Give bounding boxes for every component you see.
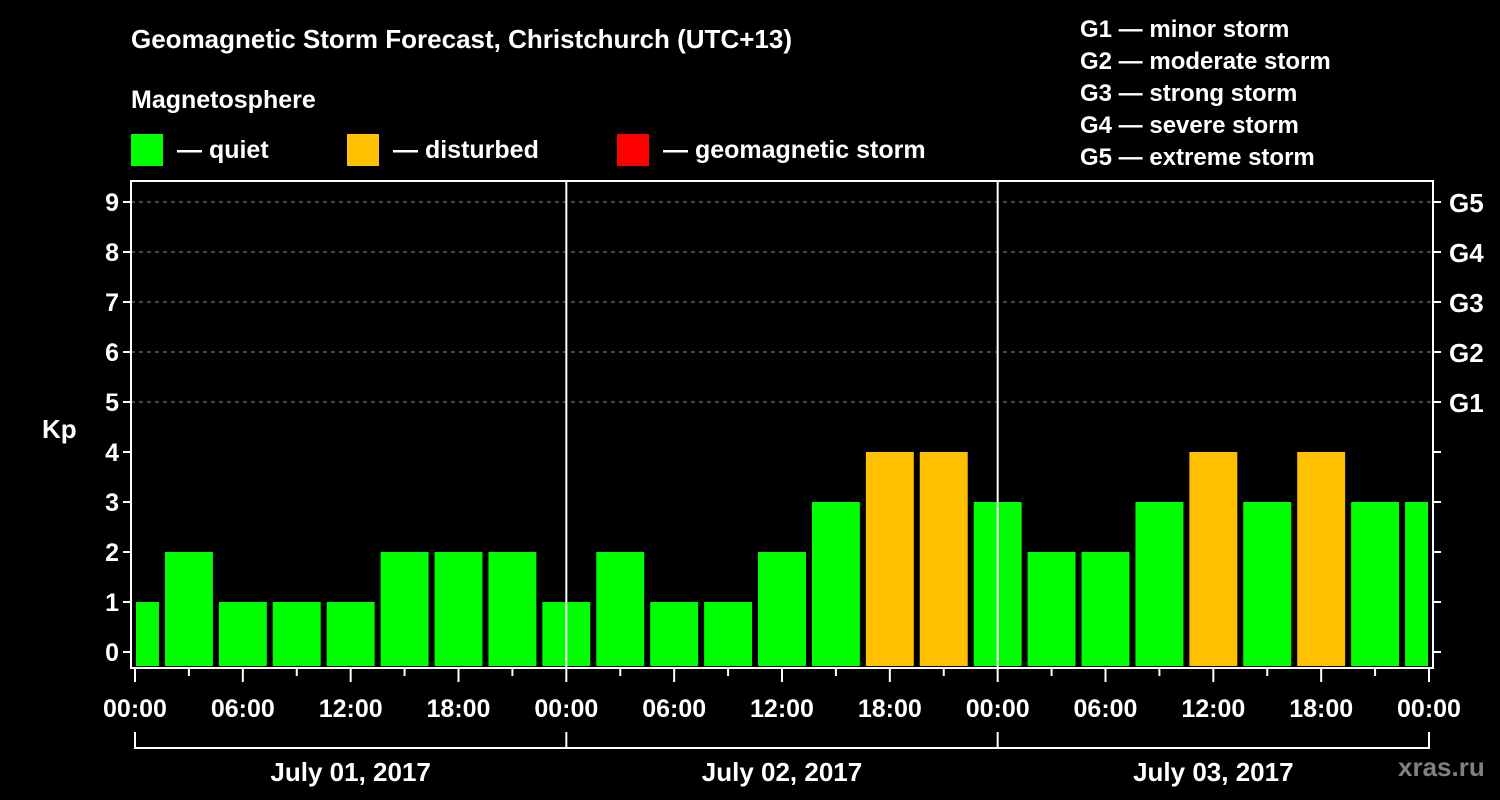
x-tick-label: 12:00 bbox=[319, 695, 383, 723]
legend-label-disturbed: — disturbed bbox=[393, 136, 539, 164]
g-axis-label: G5 bbox=[1449, 188, 1484, 218]
legend-label-storm: — geomagnetic storm bbox=[663, 136, 926, 164]
g-scale-item: G1 — minor storm bbox=[1080, 16, 1290, 43]
y-axis-title: Kp bbox=[42, 414, 77, 444]
date-bracket bbox=[134, 732, 1430, 749]
kp-bar bbox=[1027, 552, 1076, 666]
g-scale-item: G4 — severe storm bbox=[1080, 112, 1299, 139]
kp-bar bbox=[919, 452, 968, 666]
kp-bar bbox=[380, 552, 429, 666]
x-tick-label: 06:00 bbox=[1074, 695, 1138, 723]
axes: 0 1 2 3 4 5 6 7 8 9 G1 G2 G3 G4 G5 Kp 00:00 06:00 12:00 18:… bbox=[42, 180, 1484, 787]
kp-bar bbox=[1189, 452, 1238, 666]
date-label: July 02, 2017 bbox=[702, 757, 862, 787]
kp-bar bbox=[1405, 502, 1428, 666]
y-tick-label: 1 bbox=[105, 589, 119, 617]
gridlines bbox=[131, 201, 1433, 403]
x-tick-label: 00:00 bbox=[966, 695, 1030, 723]
y-tick-label: 3 bbox=[105, 489, 119, 517]
kp-bar bbox=[218, 602, 267, 666]
g-axis-label: G2 bbox=[1449, 338, 1484, 368]
g-scale-item: G2 — moderate storm bbox=[1080, 48, 1331, 75]
x-tick-label: 12:00 bbox=[750, 695, 814, 723]
kp-bar bbox=[1297, 452, 1346, 666]
y-tick-label: 4 bbox=[105, 439, 119, 467]
x-tick-label: 18:00 bbox=[858, 695, 922, 723]
g-axis-label: G1 bbox=[1449, 388, 1484, 418]
legend-swatch-quiet bbox=[131, 134, 163, 166]
x-tick-label: 06:00 bbox=[211, 695, 275, 723]
kp-bar bbox=[811, 502, 860, 666]
y-tick-label: 7 bbox=[105, 289, 119, 317]
g-scale-legend: G1 — minor storm G2 — moderate storm G3 … bbox=[1080, 14, 1331, 174]
kp-bar bbox=[1135, 502, 1184, 666]
kp-bar bbox=[1243, 502, 1292, 666]
x-tick-label: 18:00 bbox=[427, 695, 491, 723]
legend-label-quiet: — quiet bbox=[177, 136, 269, 164]
legend-heading: Magnetosphere bbox=[131, 86, 316, 114]
x-tick-label: 00:00 bbox=[1397, 695, 1461, 723]
x-tick-label: 06:00 bbox=[642, 695, 706, 723]
legend-swatch-disturbed bbox=[347, 134, 379, 166]
legend-swatch-storm bbox=[617, 134, 649, 166]
kp-bar bbox=[758, 552, 806, 666]
x-tick-label: 12:00 bbox=[1181, 695, 1245, 723]
y-tick-label: 9 bbox=[105, 189, 119, 217]
kp-bar bbox=[596, 552, 645, 666]
x-tick-label: 00:00 bbox=[103, 695, 167, 723]
x-tick-label: 18:00 bbox=[1289, 695, 1353, 723]
g-axis-label: G3 bbox=[1449, 288, 1484, 318]
date-label: July 03, 2017 bbox=[1133, 757, 1293, 787]
kp-bar bbox=[136, 602, 159, 666]
kp-bar bbox=[164, 552, 213, 666]
y-tick-label: 5 bbox=[105, 389, 119, 417]
g-axis-label: G4 bbox=[1449, 238, 1484, 268]
y-tick-label: 2 bbox=[105, 539, 119, 567]
kp-bar bbox=[704, 602, 753, 666]
x-tick-label: 00:00 bbox=[534, 695, 598, 723]
kp-bar bbox=[272, 602, 321, 666]
bar-series bbox=[136, 452, 1428, 666]
y-tick-label: 8 bbox=[105, 239, 119, 267]
y-tick-label: 6 bbox=[105, 339, 119, 367]
kp-bar bbox=[650, 602, 699, 666]
kp-bar bbox=[1351, 502, 1400, 666]
g-scale-item: G3 — strong storm bbox=[1080, 80, 1298, 107]
chart-title: Geomagnetic Storm Forecast, Christchurch… bbox=[131, 24, 792, 54]
g-scale-item: G5 — extreme storm bbox=[1080, 144, 1315, 171]
date-label: July 01, 2017 bbox=[270, 757, 430, 787]
y-tick-label: 0 bbox=[105, 639, 119, 667]
kp-bar bbox=[434, 552, 483, 666]
kp-bar bbox=[1081, 552, 1130, 666]
kp-bar bbox=[326, 602, 375, 666]
kp-bar bbox=[488, 552, 537, 666]
kp-bar bbox=[865, 452, 914, 666]
watermark: xras.ru bbox=[1398, 752, 1485, 782]
